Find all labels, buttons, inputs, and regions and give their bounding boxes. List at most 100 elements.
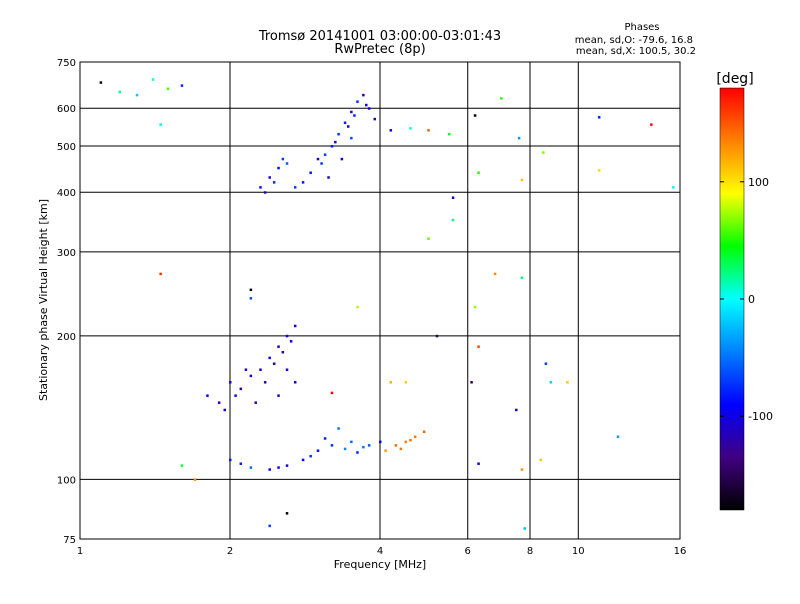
echo-point: [367, 444, 371, 447]
plot-frame: [79, 61, 681, 540]
echo-point: [394, 444, 398, 447]
echo-point: [477, 345, 480, 348]
echo-point: [330, 144, 334, 148]
echo-point: [350, 136, 353, 140]
echo-point: [151, 78, 155, 81]
colorbar-tick-label: 100: [748, 176, 769, 189]
echo-point: [180, 464, 184, 467]
echo-point: [320, 162, 323, 165]
echo-point: [539, 458, 543, 462]
colorbar-tick-label: -100: [748, 410, 773, 423]
echo-point: [272, 362, 276, 365]
echo-point: [159, 123, 162, 126]
echo-point: [268, 176, 271, 179]
echo-point: [343, 447, 347, 451]
echo-point: [384, 449, 387, 452]
echo-point: [316, 449, 320, 452]
y-axis-ticks: 75 100 200 300 400 500 600 750: [57, 58, 76, 546]
echo-point: [435, 334, 439, 338]
echo-point: [520, 276, 524, 280]
echo-point: [285, 334, 289, 338]
echo-point: [301, 458, 305, 462]
echo-point: [597, 169, 601, 172]
echo-point: [477, 171, 480, 174]
echo-point: [350, 440, 353, 444]
x-tick-label: 2: [227, 546, 233, 557]
echo-point: [544, 362, 548, 365]
echo-point: [285, 512, 289, 515]
echo-point: [597, 116, 601, 119]
echo-point: [277, 394, 280, 397]
echo-point: [413, 435, 417, 439]
echo-point: [365, 103, 368, 107]
echo-point: [404, 381, 407, 384]
echo-point: [259, 368, 262, 371]
y-tick-label: 200: [57, 332, 76, 343]
echo-points: [99, 78, 675, 530]
echo-point: [285, 464, 289, 467]
echo-point: [249, 288, 253, 292]
grid-lines: [80, 62, 680, 539]
echo-point: [249, 466, 253, 469]
echo-point: [356, 451, 359, 454]
echo-point: [277, 466, 280, 469]
echo-point: [135, 93, 139, 97]
echo-point: [616, 435, 620, 439]
echo-point: [515, 408, 518, 412]
echo-point: [493, 272, 497, 276]
echo-point: [99, 81, 103, 84]
y-tick-label: 600: [57, 104, 76, 115]
echo-point: [268, 468, 271, 471]
echo-point: [346, 125, 350, 128]
echo-point: [473, 305, 477, 309]
echo-point: [477, 462, 480, 465]
echo-point: [327, 176, 330, 179]
echo-point: [293, 186, 297, 189]
echo-point: [362, 93, 365, 97]
echo-point: [451, 196, 455, 199]
colorbar-tick-label: 0: [748, 293, 755, 306]
echo-point: [244, 368, 248, 371]
x-tick-label: 4: [377, 546, 383, 557]
echo-point: [650, 123, 653, 126]
echo-point: [672, 186, 675, 189]
echo-point: [330, 391, 334, 395]
echo-point: [389, 381, 393, 384]
echo-point: [343, 121, 347, 125]
echo-point: [451, 218, 455, 222]
echo-point: [239, 387, 243, 391]
echo-point: [293, 381, 297, 384]
echo-point: [159, 272, 162, 276]
echo-point: [337, 132, 340, 136]
phases-legend-o: mean, sd,O: -79.6, 16.8: [575, 35, 693, 46]
echo-point: [404, 440, 407, 444]
echo-point: [249, 374, 253, 378]
echo-point: [356, 100, 359, 103]
echo-point: [447, 132, 451, 136]
x-tick-label: 6: [465, 546, 471, 557]
echo-point: [549, 381, 553, 384]
echo-point: [206, 394, 209, 397]
echo-point: [427, 129, 430, 132]
chart-title: Tromsø 20141001 03:00:00-03:01:43: [258, 29, 501, 44]
echo-point: [367, 107, 371, 110]
echo-point: [217, 401, 221, 404]
echo-point: [277, 166, 280, 170]
echo-point: [309, 454, 312, 458]
x-axis-label: Frequency [MHz]: [334, 558, 426, 571]
echo-point: [373, 117, 377, 121]
echo-point: [285, 368, 289, 371]
phases-legend-title: Phases: [624, 22, 659, 33]
echo-point: [249, 297, 253, 300]
echo-point: [301, 181, 305, 184]
y-tick-label: 500: [57, 142, 76, 153]
echo-point: [340, 157, 344, 161]
y-tick-label: 400: [57, 188, 76, 199]
echo-point: [229, 458, 232, 462]
echo-point: [223, 408, 227, 412]
echo-point: [118, 90, 121, 94]
echo-point: [473, 114, 477, 117]
echo-point: [239, 462, 243, 465]
